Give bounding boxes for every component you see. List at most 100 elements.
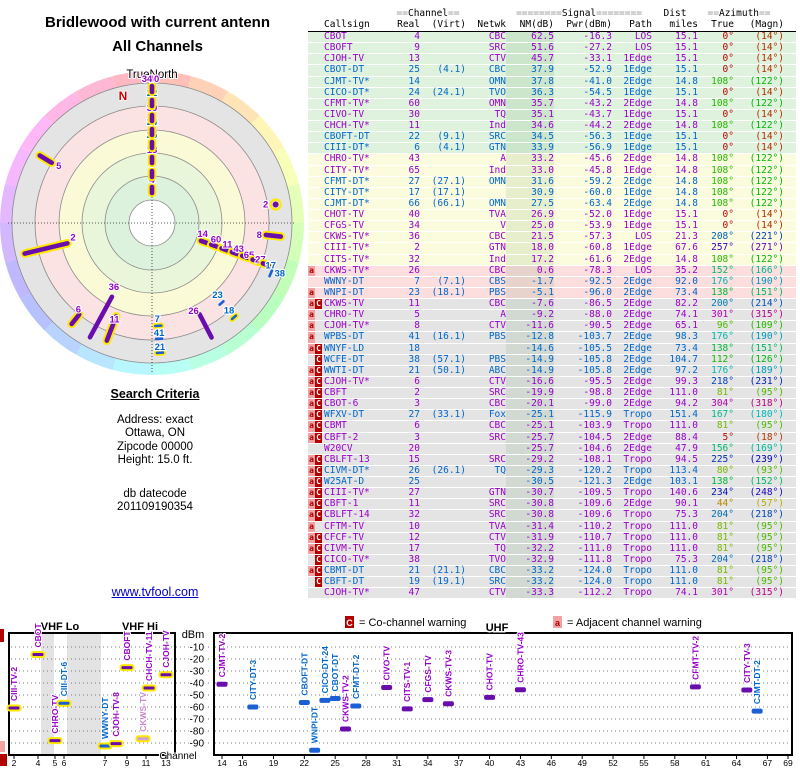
cochannel-warning-flag bbox=[315, 77, 322, 87]
signal-marker-label: CJMT-DT-2 bbox=[752, 660, 762, 704]
callsign-cell: CFTM-TV bbox=[324, 520, 365, 532]
polar-plot: TrueNorthN491325243022403428146011436527… bbox=[0, 68, 304, 375]
channel-tick-label: 25 bbox=[330, 758, 340, 768]
table-row: a C WWTI-DT 21 (50.1) ABC -14.9 -105.8 2Edge 97.2… bbox=[308, 365, 796, 377]
table-row: a CJOH-TV* 8 CTV -11.6 -90.5 2Edge 65.1 96° (109°… bbox=[308, 320, 796, 333]
signal-marker bbox=[158, 671, 174, 679]
search-zipcode: Zipcode 00000 bbox=[116, 440, 194, 453]
table-row: CJMT-DT* 66 (66.1) OMN 27.5 -63.4 2Edge 14.8 108… bbox=[308, 198, 796, 210]
table-row: CIVO-TV 30 TQ 35.1 -43.7 1Edge 15.1 0° (14°) bbox=[308, 109, 796, 121]
channel-tick-label: 6 bbox=[62, 758, 67, 768]
callsign-cell: CIVM-DT* bbox=[324, 464, 370, 476]
callsign-cell: CBOFT-DT bbox=[324, 131, 370, 143]
signal-marker-label: CBOFT bbox=[122, 631, 132, 661]
channel-tick-label: 43 bbox=[516, 758, 526, 768]
cochannel-warning-flag bbox=[315, 255, 322, 265]
adjacent-warning-flag bbox=[308, 43, 315, 53]
channel-tick-label: 40 bbox=[485, 758, 495, 768]
polar-marker-bar bbox=[218, 300, 225, 306]
callsign-cell: W20CV bbox=[324, 442, 353, 454]
table-row: a C CBFT-2 3 SRC -25.7 -104.5 2Edge 88.4 5° (18°) bbox=[308, 432, 796, 444]
signal-marker bbox=[216, 681, 228, 687]
vhf-hi-label: VHF Hi bbox=[122, 621, 158, 633]
signal-marker bbox=[689, 684, 701, 690]
channel-tick-label: 28 bbox=[361, 758, 371, 768]
cochannel-warning-flag bbox=[315, 132, 322, 142]
callsign-cell: CFMT-TV* bbox=[324, 97, 370, 109]
table-row: CBOFT-DT 22 (9.1) SRC 34.5 -56.3 1Edge 15.1 0° (1… bbox=[308, 131, 796, 144]
polar-channel-label: 2 bbox=[263, 200, 268, 211]
dbm-tick-label: -60 bbox=[190, 703, 205, 714]
channel-tick-label: 22 bbox=[300, 758, 310, 768]
adjacent-warning-flag: a bbox=[308, 365, 315, 376]
signal-marker-label: CIII-TV-2 bbox=[9, 667, 19, 701]
col-virt: (Virt) bbox=[431, 19, 466, 30]
adjacent-warning-flag: a bbox=[308, 477, 315, 488]
azimuth-hue-ring-segment bbox=[20, 115, 54, 153]
cochannel-warning-flag: C bbox=[315, 399, 322, 410]
cochannel-warning-flag bbox=[315, 277, 322, 287]
vhf-gap-band bbox=[67, 633, 101, 755]
dbm-tick-label: -50 bbox=[190, 691, 205, 702]
polar-channel-label: 5 bbox=[56, 161, 62, 172]
table-row: CJOH-TV* 47 CTV -33.3 -112.2 Tropo 74.1 301° (31… bbox=[308, 587, 796, 600]
table-row: CJOH-TV 13 CTV 45.7 -33.1 1Edge 15.1 0° (14°) bbox=[308, 53, 796, 66]
adjacent-warning-flag bbox=[308, 77, 315, 87]
polar-channel-label: 36 bbox=[109, 282, 120, 293]
cochannel-warning-flag bbox=[315, 288, 322, 298]
signal-marker-label: CIVO-TV bbox=[382, 646, 392, 681]
tvfool-link[interactable]: www.tvfool.com bbox=[111, 585, 199, 599]
channel-tick-label: 11 bbox=[142, 758, 151, 768]
col-magn: (Magn) bbox=[749, 19, 784, 30]
adjacent-warning-flag bbox=[308, 577, 315, 587]
uhf-label: UHF bbox=[486, 622, 509, 634]
table-row: CHCH-TV* 11 Ind 34.6 -44.2 2Edge 14.8 108° (122°… bbox=[308, 120, 796, 133]
legend-flag-box bbox=[553, 616, 562, 628]
table-row: a C CIII-TV* 27 GTN -30.7 -109.5 Tropo 140.6 234°… bbox=[308, 487, 796, 500]
adjacent-warning-flag bbox=[308, 588, 315, 598]
polar-marker-bar bbox=[37, 153, 55, 166]
signal-marker bbox=[298, 700, 310, 706]
callsign-cell: CJOH-TV* bbox=[324, 587, 370, 599]
cochannel-warning-flag: C bbox=[315, 376, 322, 387]
signal-table-header: ==Channel== ========Signal======== Dist … bbox=[308, 8, 796, 32]
col-nm: NM(dB) bbox=[519, 19, 554, 30]
adjacent-warning-flag bbox=[308, 132, 315, 142]
table-row: C CBFT-DT 19 (19.1) SRC -33.2 -124.0 Tropo 111.0… bbox=[308, 576, 796, 589]
cochannel-warning-flag: C bbox=[315, 354, 322, 365]
polar-channel-label: 26 bbox=[188, 306, 199, 317]
azimuth-hue-ring-segment bbox=[250, 293, 284, 331]
azimuth-hue-ring-segment bbox=[76, 76, 116, 102]
signal-marker bbox=[514, 687, 526, 693]
polar-channel-label: 18 bbox=[224, 305, 235, 316]
adjacent-warning-flag: a bbox=[308, 299, 315, 310]
azimuth-group-header: ==Azimuth== bbox=[707, 8, 771, 19]
azimuth-hue-ring-segment bbox=[222, 321, 260, 355]
signal-marker bbox=[56, 699, 72, 707]
callsign-cell: CBOT-DT bbox=[324, 64, 365, 76]
cochannel-warning-flag: C bbox=[315, 454, 322, 465]
db-datecode-value: 201109190354 bbox=[117, 501, 193, 513]
signal-marker bbox=[135, 735, 151, 743]
signal-marker-label: CHRO-TV-43 bbox=[515, 632, 525, 683]
table-row: CFGS-TV 34 V 25.0 -53.9 1Edge 15.1 0° (14°) bbox=[308, 220, 796, 233]
adjacent-warning-flag: a bbox=[308, 454, 315, 465]
adjacent-warning-flag: a bbox=[308, 465, 315, 476]
callsign-cell: CJMT-TV* bbox=[324, 75, 370, 87]
adjacent-warning-flag bbox=[308, 143, 315, 153]
callsign-cell: WCFE-DT bbox=[324, 353, 365, 365]
dist-group-header: Dist bbox=[663, 8, 687, 19]
polar-marker-bar bbox=[230, 314, 238, 321]
polar-marker-bar bbox=[250, 257, 261, 264]
signal-marker bbox=[329, 695, 341, 701]
table-row: a CFTM-TV 10 TVA -31.4 -110.2 Tropo 111.0 81° (95… bbox=[308, 520, 796, 533]
true-north-label: TrueNorth bbox=[126, 69, 177, 81]
signal-group-header: ========Signal======== bbox=[516, 8, 642, 19]
legend-flag-box bbox=[345, 616, 354, 628]
adjacent-warning-flag: a bbox=[308, 287, 315, 298]
channel-tick-label: 67 bbox=[763, 758, 773, 768]
cochannel-warning-flag bbox=[315, 221, 322, 231]
signal-marker bbox=[350, 703, 362, 709]
edge-warning-fragment bbox=[0, 629, 4, 642]
